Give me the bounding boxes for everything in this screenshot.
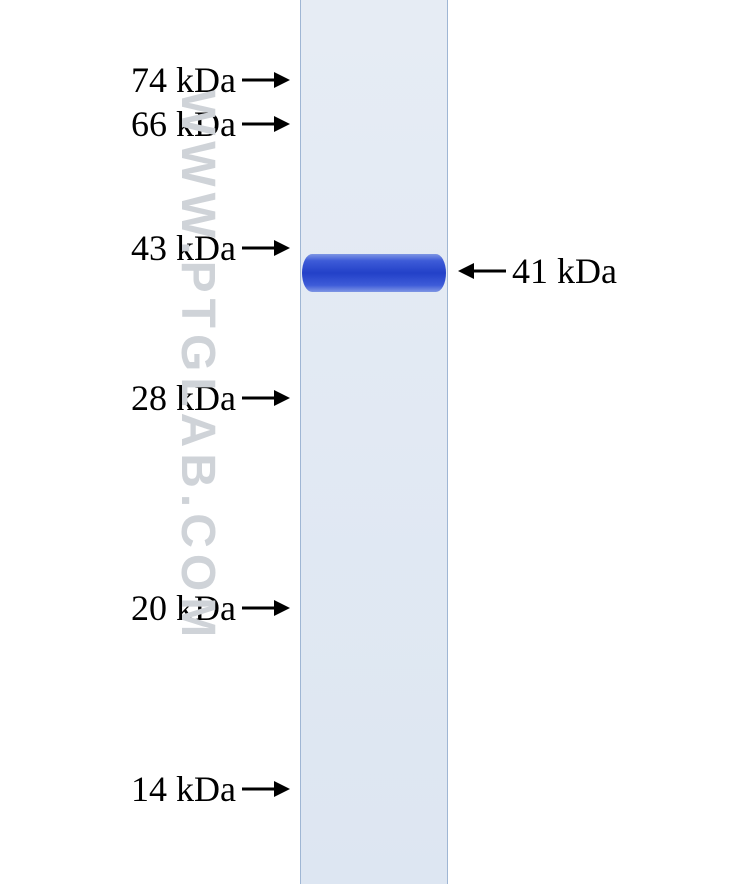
ladder-marker: 20 kDa — [131, 587, 290, 629]
ladder-marker: 74 kDa — [131, 59, 290, 101]
target-marker-label: 41 kDa — [512, 250, 617, 292]
arrow-right-icon — [242, 387, 290, 409]
ladder-marker-arrow — [242, 237, 290, 259]
ladder-marker: 28 kDa — [131, 377, 290, 419]
gel-lane — [300, 0, 448, 884]
ladder-marker-label: 43 kDa — [131, 227, 236, 269]
ladder-marker: 43 kDa — [131, 227, 290, 269]
ladder-marker-arrow — [242, 597, 290, 619]
ladder-marker-arrow — [242, 778, 290, 800]
watermark-text: WWW.PTGLAB.COM — [170, 90, 225, 790]
arrow-right-icon — [242, 597, 290, 619]
arrow-left-icon — [458, 260, 506, 282]
ladder-marker-arrow — [242, 387, 290, 409]
ladder-marker-arrow — [242, 113, 290, 135]
ladder-marker-label: 20 kDa — [131, 587, 236, 629]
ladder-marker-label: 14 kDa — [131, 768, 236, 810]
arrow-right-icon — [242, 69, 290, 91]
ladder-marker: 66 kDa — [131, 103, 290, 145]
ladder-marker-label: 66 kDa — [131, 103, 236, 145]
arrow-right-icon — [242, 237, 290, 259]
ladder-marker-label: 28 kDa — [131, 377, 236, 419]
arrow-right-icon — [242, 113, 290, 135]
target-marker: 41 kDa — [458, 250, 617, 292]
ladder-marker-arrow — [242, 69, 290, 91]
ladder-marker: 14 kDa — [131, 768, 290, 810]
ladder-marker-label: 74 kDa — [131, 59, 236, 101]
arrow-right-icon — [242, 778, 290, 800]
target-marker-arrow — [458, 260, 506, 282]
protein-band — [302, 254, 446, 292]
